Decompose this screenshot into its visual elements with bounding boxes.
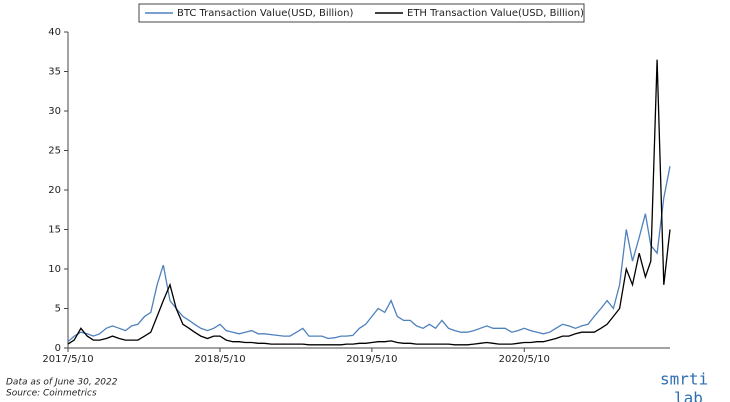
y-tick-label: 5: [55, 304, 61, 315]
note: Source: Coinmetrics: [6, 389, 97, 399]
x-tick-label: 2019/5/10: [346, 354, 397, 365]
y-tick-label: 30: [48, 106, 61, 117]
legend-label: BTC Transaction Value(USD, Billion): [177, 8, 353, 19]
legend-box: [138, 3, 585, 23]
x-tick-label: 2020/5/10: [499, 354, 550, 365]
x-tick-label: 2018/5/10: [194, 354, 245, 365]
x-tick-label: 2017/5/10: [42, 354, 93, 365]
y-tick-label: 35: [48, 67, 61, 78]
y-tick-label: 10: [48, 264, 61, 275]
note: Data as of June 30, 2022: [6, 378, 118, 388]
y-tick-label: 15: [48, 225, 61, 236]
y-tick-label: 0: [55, 343, 61, 354]
line-series: [67, 59, 671, 346]
y-tick-label: 20: [48, 185, 61, 196]
legend-label: ETH Transaction Value(USD, Billion): [407, 8, 584, 19]
line-series: [67, 166, 671, 343]
logo: smrti: [660, 370, 708, 389]
logo: lab: [674, 389, 703, 402]
y-tick-label: 25: [48, 146, 61, 157]
y-tick-label: 40: [48, 27, 61, 38]
